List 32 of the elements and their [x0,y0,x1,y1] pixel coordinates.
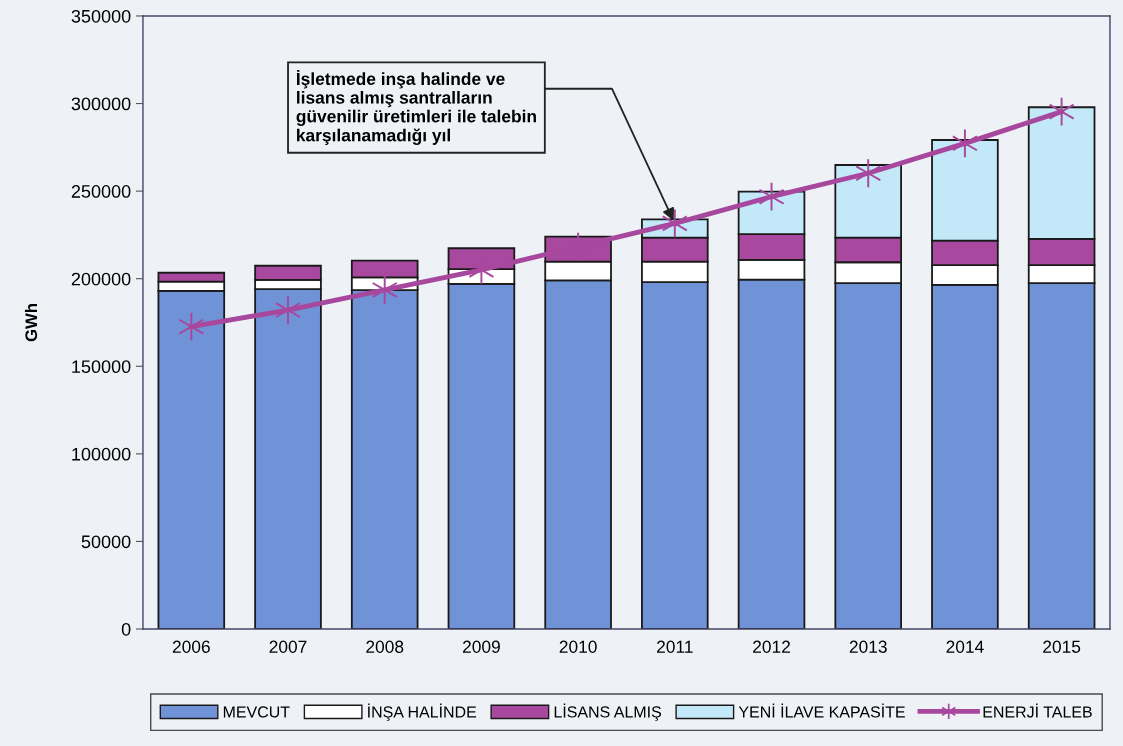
x-tick-label: 2009 [462,640,500,653]
point [178,311,205,342]
x-tick-label: 2008 [366,640,404,653]
legend-label: ENERJİ TALEB [983,703,1092,718]
point [1048,96,1075,127]
y-tick-label: 50000 [81,535,131,549]
y-tick-label: 100000 [72,447,131,461]
legend-label: İNŞA HALİNDE [368,703,477,721]
x-tick-label: 2014 [946,640,984,653]
x-tick-label: 2015 [1043,640,1081,653]
x-tick-label: 2010 [559,640,597,653]
x-tick-label: 2013 [849,640,887,653]
y-tick-label: 350000 [71,9,131,23]
y-tick-label: 250000 [71,185,131,198]
annotation: İşletmede inşa halinde ve lisans almış santralların güvenilir üretimleri ile talebin karşılanamadığı yıl [296,70,536,145]
point [951,128,978,159]
y-tick-label: 0 [121,622,131,636]
x-tick-label: 2006 [172,640,210,653]
x-tick-label: 2011 [657,640,693,653]
x-tick-label: 2007 [269,640,307,653]
legend-label: YENİ İLAVE KAPASİTE [738,703,905,718]
point [371,275,398,305]
legend-label: MEVCUT [223,706,290,718]
y-tick-label: 300000 [71,97,131,111]
legend-label: LİSANS ALMIŞ [554,703,661,721]
point [855,158,882,189]
x-tick-label: 2012 [753,640,790,653]
y-tick-label: 150000 [72,360,131,374]
y-tick-label: 200000 [71,272,131,286]
point [275,295,302,325]
y-axis-title: GWh [24,304,38,342]
point [661,208,688,239]
